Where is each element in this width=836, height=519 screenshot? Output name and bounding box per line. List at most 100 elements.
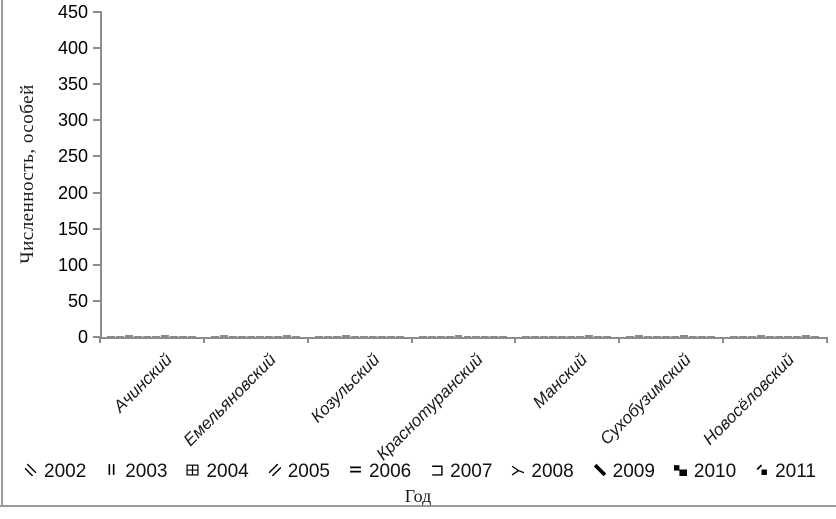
diagonal-stripes-icon bbox=[268, 463, 282, 481]
bar-2010 bbox=[594, 336, 603, 337]
bar-2004 bbox=[124, 335, 133, 337]
legend-label: 2010 bbox=[693, 461, 737, 482]
bar-2011 bbox=[291, 336, 300, 337]
y-tick-mark bbox=[93, 299, 100, 302]
legend-item-2010: 2010 bbox=[673, 461, 737, 483]
y-tick-mark bbox=[93, 47, 100, 50]
y-tick-label: 200 bbox=[57, 182, 88, 203]
legend-label: 2006 bbox=[368, 461, 412, 482]
bar-2007 bbox=[775, 336, 784, 337]
legend-item-2009: 2009 bbox=[593, 461, 655, 483]
bar-2004 bbox=[332, 336, 341, 337]
bar-2005 bbox=[653, 336, 662, 337]
bar-2011 bbox=[707, 336, 716, 337]
y-axis-line bbox=[100, 11, 102, 339]
bar-2004 bbox=[644, 336, 653, 337]
bar-2005 bbox=[133, 336, 142, 337]
legend-item-2004: 2004 bbox=[186, 461, 249, 483]
x-category-label: Козульский bbox=[306, 350, 384, 427]
bar-2011 bbox=[187, 336, 196, 337]
bar-2002 bbox=[730, 336, 739, 337]
vertical-stripes-icon bbox=[105, 463, 118, 481]
bar-2006 bbox=[558, 336, 567, 337]
bar-2010 bbox=[178, 336, 187, 337]
y-tick-mark bbox=[93, 263, 100, 266]
bar-2002 bbox=[107, 336, 115, 337]
bar-2006 bbox=[142, 336, 151, 337]
solid-squares-icon bbox=[673, 463, 687, 481]
bar-2003 bbox=[323, 336, 332, 337]
legend-item-2008: 2008 bbox=[511, 461, 574, 483]
bar-2003 bbox=[427, 336, 436, 337]
bar-2004 bbox=[748, 336, 757, 337]
y-tick-label: 250 bbox=[57, 146, 88, 167]
bar-2006 bbox=[246, 336, 255, 337]
x-category-label: Манский bbox=[528, 350, 591, 412]
bar-2003 bbox=[219, 335, 228, 337]
y-tick-mark bbox=[93, 119, 100, 122]
bar-2011 bbox=[499, 336, 508, 337]
bar-2005 bbox=[549, 336, 558, 337]
bar-2008 bbox=[472, 336, 481, 337]
bar-2008 bbox=[368, 336, 377, 337]
x-tick-mark bbox=[514, 337, 517, 343]
legend-label: 2002 bbox=[44, 461, 87, 482]
diagonal-back-stripes-icon bbox=[24, 463, 37, 481]
x-category-label: Сухобузимский bbox=[596, 350, 695, 449]
bar-2002 bbox=[314, 336, 323, 337]
x-tick-mark bbox=[306, 337, 309, 343]
figure-left-border bbox=[1, 0, 3, 506]
bar-2006 bbox=[766, 336, 775, 337]
thick-diagonal-icon bbox=[593, 463, 606, 481]
bar-2003 bbox=[635, 335, 644, 337]
x-axis-line bbox=[100, 337, 827, 339]
legend-label: 2003 bbox=[125, 461, 168, 482]
zigzag-icon bbox=[511, 463, 525, 481]
legend-item-2003: 2003 bbox=[105, 461, 168, 483]
bar-2010 bbox=[698, 336, 707, 337]
y-tick-label: 100 bbox=[57, 254, 88, 275]
bar-2005 bbox=[757, 335, 766, 337]
bar-2008 bbox=[784, 336, 793, 337]
y-tick-label: 150 bbox=[57, 218, 88, 239]
legend: 2002 2003 2004 2005 2006 2007 2008 2009 2010 2011 bbox=[24, 456, 816, 488]
bar-2010 bbox=[386, 336, 395, 337]
bar-2011 bbox=[603, 336, 612, 337]
y-tick-label: 0 bbox=[77, 327, 88, 347]
legend-label: 2005 bbox=[287, 461, 330, 482]
y-tick-label: 50 bbox=[67, 290, 88, 311]
bar-2005 bbox=[237, 336, 246, 337]
bar-2007 bbox=[359, 336, 368, 337]
legend-label: 2004 bbox=[206, 461, 249, 482]
bar-2008 bbox=[680, 335, 689, 337]
bar-2009 bbox=[377, 336, 386, 337]
legend-item-2002: 2002 bbox=[24, 461, 86, 483]
figure-bottom-border bbox=[0, 505, 836, 507]
x-tick-mark bbox=[618, 337, 621, 343]
bar-2008 bbox=[160, 335, 169, 337]
y-tick-mark bbox=[93, 155, 100, 158]
x-category-label: Ачинский bbox=[109, 350, 176, 417]
bar-2009 bbox=[585, 335, 594, 337]
legend-item-2011: 2011 bbox=[755, 461, 816, 483]
bar-2005 bbox=[445, 336, 454, 337]
bar-2010 bbox=[282, 335, 291, 337]
y-tick-label: 450 bbox=[57, 2, 88, 22]
bar-2009 bbox=[169, 336, 178, 337]
y-tick-mark bbox=[93, 83, 100, 86]
bar-2006 bbox=[454, 335, 463, 337]
bar-2003 bbox=[739, 336, 748, 337]
x-tick-mark bbox=[202, 337, 205, 343]
bar-2004 bbox=[436, 336, 445, 337]
y-tick-mark bbox=[93, 227, 100, 230]
x-category-label: Емельяновский bbox=[179, 350, 280, 450]
legend-label: 2011 bbox=[775, 461, 816, 482]
legend-item-2006: 2006 bbox=[349, 461, 411, 483]
bar-2009 bbox=[273, 336, 282, 337]
y-tick-mark bbox=[93, 336, 100, 338]
x-tick-mark bbox=[99, 337, 101, 343]
bar-2004 bbox=[540, 336, 549, 337]
diagonal-square-icon bbox=[755, 463, 768, 481]
x-category-label: Новосёловский bbox=[699, 350, 799, 449]
